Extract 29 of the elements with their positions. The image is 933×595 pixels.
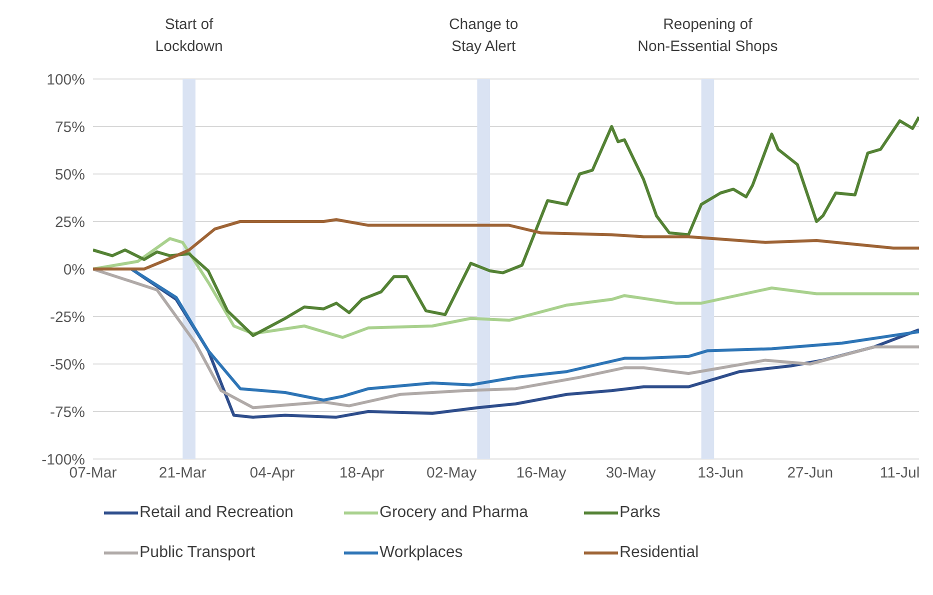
band-label: Start of Lockdown	[155, 16, 223, 55]
y-tick-label: -75%	[50, 404, 85, 421]
x-tick-label: 27-Jun	[787, 464, 834, 482]
x-tick-label: 16-May	[516, 464, 567, 482]
line-series	[93, 237, 919, 339]
x-tick-label: 13-Jun	[698, 464, 744, 482]
line-series	[93, 218, 919, 270]
y-tick-label: -50%	[50, 356, 85, 374]
legend-label: Residential	[620, 544, 699, 562]
legend-label: Workplaces	[380, 544, 463, 562]
y-tick-label: 0%	[63, 261, 85, 278]
line-series	[93, 116, 919, 337]
y-tick-label: 100%	[46, 71, 85, 88]
x-tick-label: 02-May	[426, 464, 478, 482]
x-tick-label: 11-Jul	[880, 464, 920, 482]
legend-label: Public Transport	[140, 544, 256, 562]
x-tick-label: 21-Mar	[158, 464, 206, 482]
x-tick-label: 30-May	[606, 464, 656, 482]
x-tick-label: 18-Apr	[339, 464, 384, 482]
y-tick-label: 75%	[54, 118, 85, 136]
band-label: Change to Stay Alert	[448, 16, 518, 55]
y-tick-label: 50%	[54, 166, 85, 184]
band-label: Reopening of Non-Essential Shops	[638, 16, 778, 55]
legend-label: Retail and Recreation	[140, 504, 294, 522]
legend-label: Grocery and Pharma	[380, 504, 528, 522]
y-tick-label: -25%	[50, 308, 85, 326]
legend-label: Parks	[620, 504, 660, 522]
y-tick-label: 25%	[54, 214, 85, 231]
x-tick-label: 04-Apr	[250, 464, 295, 482]
